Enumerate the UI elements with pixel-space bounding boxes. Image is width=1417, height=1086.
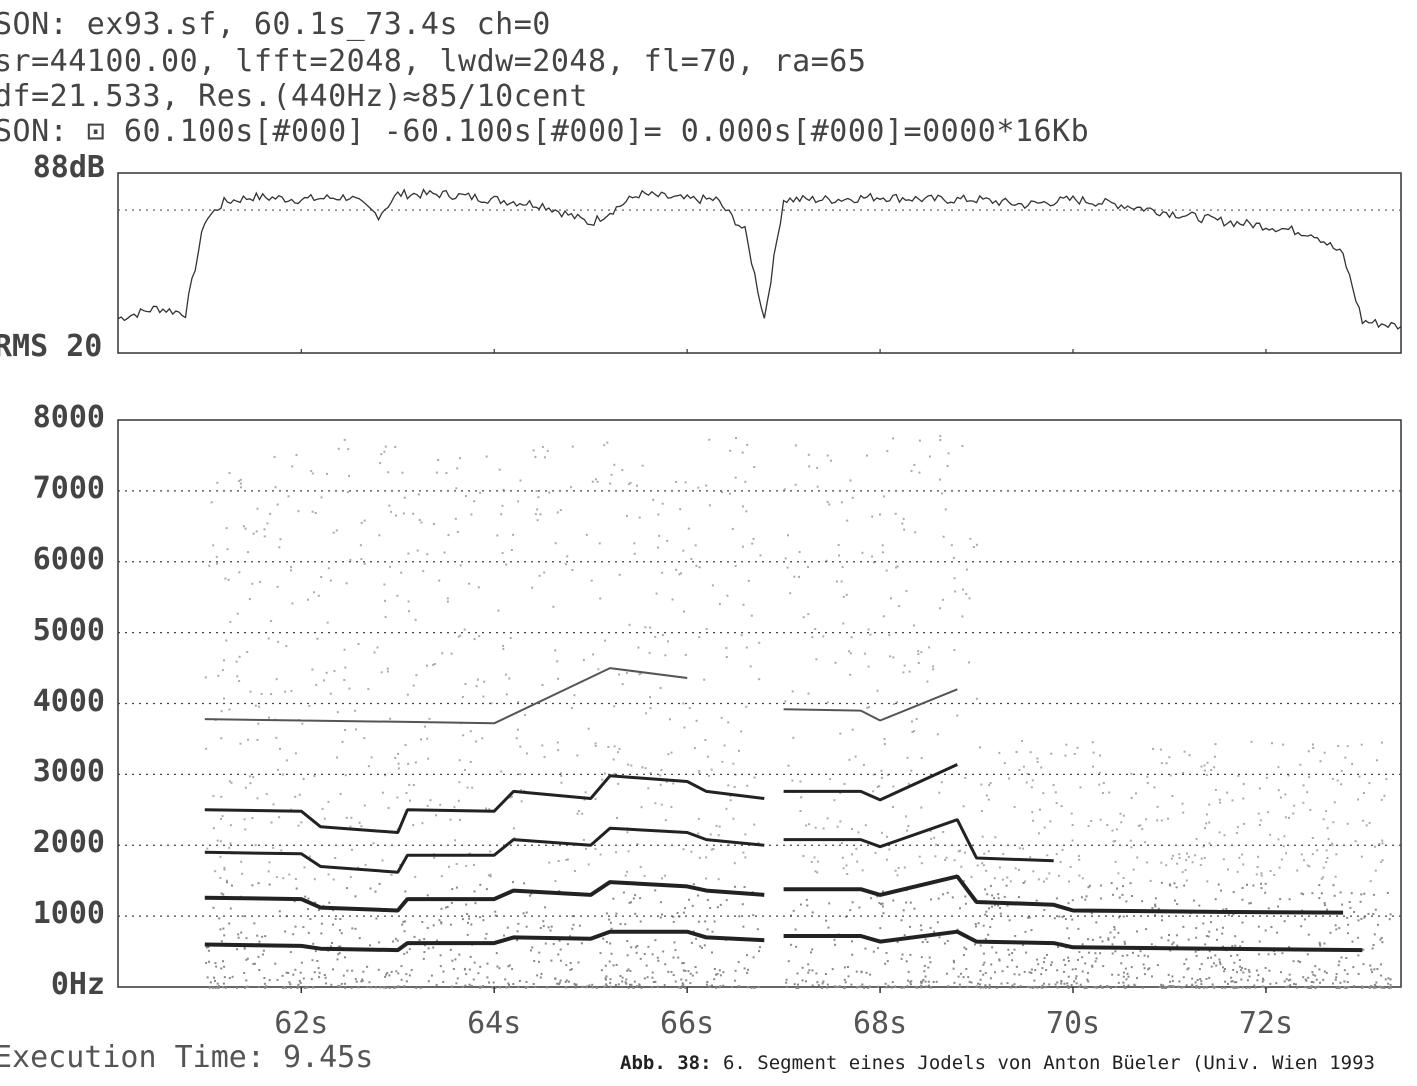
y-tick-label: 7000 — [32, 470, 105, 506]
header-line-1: SON: ex93.sf, 60.1s_73.4s ch=0 — [0, 7, 551, 42]
y-tick-label: 5000 — [32, 612, 105, 648]
x-tick-label: 66s — [660, 1006, 715, 1041]
harmonic-track — [783, 763, 958, 802]
x-tick-label: 62s — [274, 1006, 329, 1041]
harmonic-track — [783, 688, 958, 722]
x-tick-label: 70s — [1045, 1006, 1101, 1041]
x-tick-label: 72s — [1238, 1006, 1294, 1041]
y-tick-label: 0Hz — [50, 967, 105, 1002]
harmonic-track — [783, 874, 1344, 915]
figure-caption: Abb. 38: 6. Segment eines Jodels von Ant… — [620, 1052, 1375, 1074]
y-tick-label: 8000 — [32, 400, 105, 435]
x-tick-label: 68s — [852, 1006, 908, 1041]
caption-label: Abb. 38: — [620, 1052, 712, 1074]
header-line-4: SON: ⊡ 60.100s[#000] -60.100s[#000]= 0.0… — [0, 114, 1090, 149]
harmonic-track — [204, 929, 765, 953]
rms-y-bottom-label: RMS 20 — [0, 329, 103, 364]
header-line-3: df=21.533, Res.(440Hz)≈85/10cent — [0, 79, 588, 114]
y-tick-label: 4000 — [32, 683, 105, 719]
y-tick-label: 1000 — [32, 896, 105, 932]
harmonic-track — [783, 818, 1054, 863]
y-tick-label: 6000 — [32, 541, 105, 577]
rms-panel-frame — [117, 172, 1402, 354]
caption-text: 6. Segment eines Jodels von Anton Büeler… — [711, 1052, 1375, 1074]
header-line-2: sr=44100.00, lfft=2048, lwdw=2048, fl=70… — [0, 44, 867, 79]
spectrogram-noise — [204, 435, 1392, 989]
execution-time: Execution Time: 9.45s — [0, 1040, 374, 1075]
rms-line — [117, 188, 1402, 330]
y-tick-label: 3000 — [32, 754, 105, 790]
harmonic-track — [204, 880, 765, 913]
harmonic-track — [204, 667, 688, 725]
y-tick-label: 2000 — [32, 825, 105, 861]
rms-y-top-label: 88dB — [32, 150, 105, 185]
harmonic-track — [783, 929, 1363, 953]
harmonic-track — [204, 826, 765, 874]
x-tick-label: 64s — [467, 1006, 522, 1041]
harmonic-track — [204, 774, 765, 834]
